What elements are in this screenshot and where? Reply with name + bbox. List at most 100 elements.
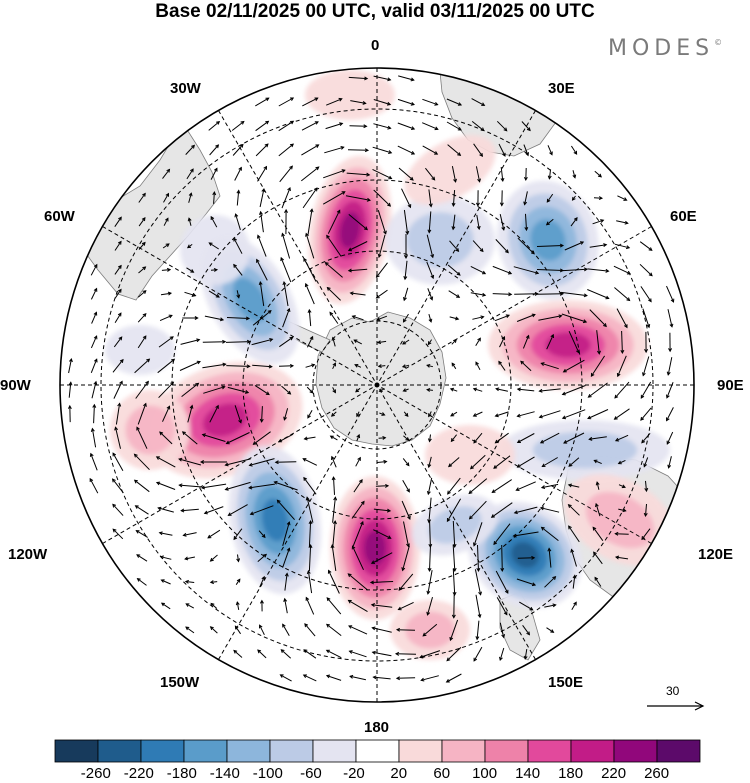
wind-vector-head	[240, 120, 245, 125]
wind-vector-head	[531, 313, 536, 318]
wind-vector-head	[366, 197, 372, 202]
wind-vector-head	[157, 506, 162, 511]
wind-vector-head	[333, 496, 338, 501]
wind-vector	[429, 520, 431, 548]
wind-vector	[136, 427, 148, 449]
wind-vector-head	[405, 462, 410, 467]
wind-vector	[428, 189, 432, 207]
wind-vector-head	[141, 241, 146, 246]
wind-vector-head	[620, 349, 625, 355]
wind-vector-head	[330, 412, 335, 417]
wind-vector-head	[369, 580, 375, 585]
wind-vector-head	[375, 273, 380, 279]
wind-vector-head	[195, 382, 200, 387]
wind-vector	[134, 358, 150, 374]
wind-vector	[494, 314, 510, 322]
wind-vector-head	[427, 519, 432, 524]
wind-vector-head	[371, 650, 376, 655]
wind-vector-head	[93, 311, 98, 316]
anomaly-contour	[511, 542, 539, 568]
wind-vector-head	[579, 241, 585, 245]
wind-vector-head	[402, 388, 407, 392]
wind-vector-head	[276, 499, 281, 504]
wind-vector	[397, 145, 415, 155]
reference-vector-value: 30	[666, 684, 680, 698]
wind-vector	[372, 651, 392, 657]
wind-vector	[402, 545, 410, 571]
wind-vector-head	[381, 412, 386, 416]
wind-vector	[452, 190, 456, 206]
colorbar-tick-label: -180	[166, 765, 197, 782]
wind-vector-head	[614, 437, 620, 442]
wind-vector-head	[473, 657, 478, 662]
wind-vector	[210, 626, 218, 634]
wind-vector	[564, 241, 584, 251]
wind-vector	[403, 521, 409, 547]
wind-vector	[93, 404, 95, 424]
wind-vector	[492, 479, 512, 493]
wind-vector	[158, 381, 174, 399]
wind-vector	[477, 544, 479, 572]
wind-vector	[185, 145, 195, 155]
wind-vector	[323, 169, 345, 179]
wind-vector-head	[215, 294, 220, 298]
wind-vector	[498, 143, 506, 157]
wind-vector	[373, 99, 391, 105]
wind-vector	[202, 341, 226, 343]
wind-vector	[159, 314, 173, 322]
wind-vector	[617, 355, 627, 377]
wind-vector	[524, 191, 528, 205]
wind-vector	[451, 166, 457, 182]
colorbar-tick-label: 60	[433, 765, 451, 782]
wind-vector	[349, 675, 367, 681]
wind-vector	[476, 620, 480, 640]
wind-vector-head	[165, 243, 170, 248]
wind-vector-head	[289, 165, 293, 170]
wind-vector	[469, 500, 487, 520]
wind-vector-head	[457, 102, 463, 106]
wind-vector-head	[592, 526, 597, 531]
wind-vector	[516, 481, 536, 491]
wind-vector-head	[434, 101, 439, 106]
wind-vector	[185, 581, 195, 583]
wind-vector-head	[568, 525, 572, 530]
wind-vector	[404, 260, 408, 280]
wind-vector	[539, 388, 561, 392]
wind-vector-head	[210, 602, 215, 607]
wind-vector-head	[430, 254, 435, 259]
wind-vector-head	[576, 349, 580, 354]
wind-vector	[618, 484, 626, 488]
wind-vector-head	[477, 337, 481, 342]
wind-vector-head	[500, 177, 505, 183]
wind-vector	[452, 520, 456, 548]
wind-vector	[402, 339, 410, 345]
wind-vector	[329, 312, 339, 324]
wind-vector	[500, 166, 504, 182]
wind-vector-head	[561, 415, 567, 420]
wind-vector-head	[621, 484, 626, 489]
wind-vector	[642, 308, 650, 328]
wind-vector	[516, 314, 536, 322]
wind-vector	[308, 520, 312, 548]
wind-vector	[402, 479, 410, 493]
wind-vector-head	[304, 282, 309, 288]
wind-vector-head	[187, 217, 192, 222]
wind-vector	[307, 570, 313, 594]
wind-vector-head	[289, 336, 294, 341]
wind-vector-head	[419, 654, 424, 659]
wind-vector-head	[505, 249, 509, 254]
wind-vector-head	[215, 144, 220, 149]
wind-vector-head	[210, 215, 215, 220]
wind-vector	[275, 461, 297, 463]
wind-vector-head	[142, 290, 147, 294]
wind-vector	[373, 189, 391, 207]
wind-vector-head	[259, 599, 264, 604]
wind-vector	[259, 188, 265, 208]
wind-vector-head	[112, 452, 117, 457]
wind-vector	[233, 264, 243, 276]
wind-vector	[536, 245, 564, 247]
wind-vector	[252, 310, 272, 326]
wind-vector-head	[447, 463, 453, 468]
wind-vector	[255, 97, 269, 107]
